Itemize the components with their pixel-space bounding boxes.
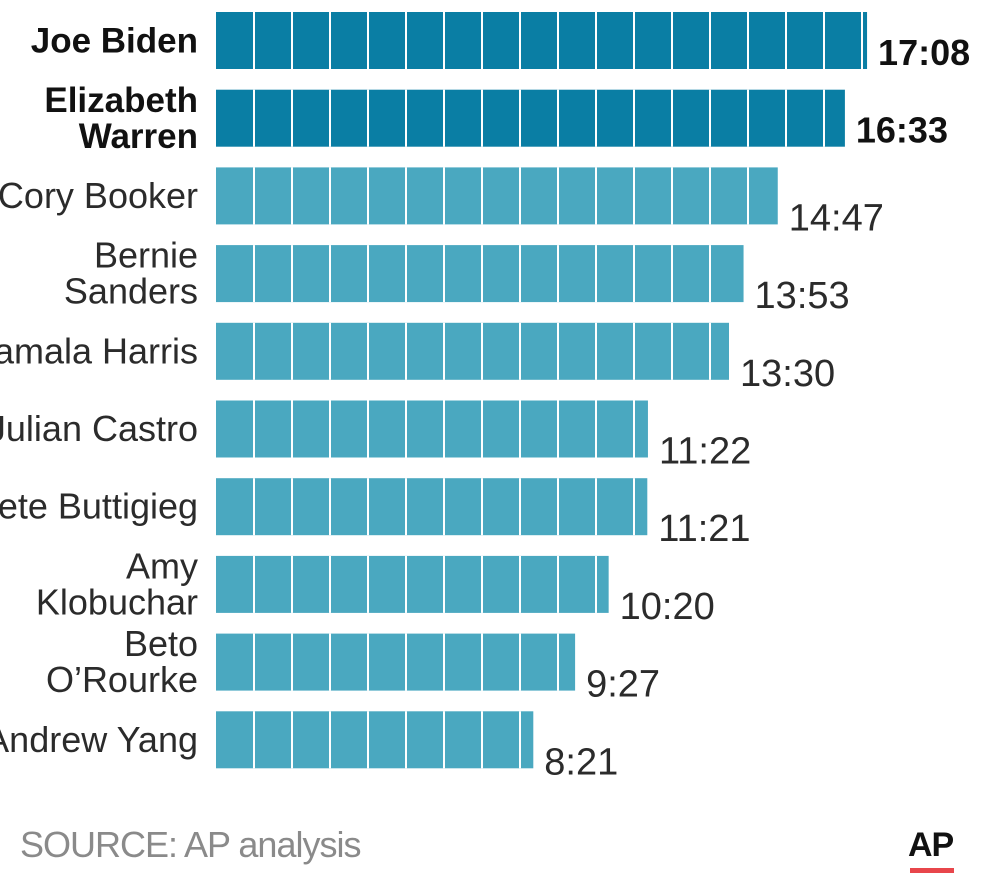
value-label: 16:33 [856, 110, 948, 151]
value-label: 9:27 [586, 664, 660, 706]
bar [216, 167, 778, 225]
category-label: Bernie Sanders [64, 235, 198, 312]
bar-row: Elizabeth Warren 16:33 [44, 81, 948, 156]
bar [216, 478, 648, 536]
value-label: 13:53 [755, 275, 850, 317]
bar-row: Pete Buttigieg 11:21 [0, 478, 751, 550]
bar [216, 400, 648, 458]
bar [216, 12, 868, 69]
bar-row: Julian Castro 11:22 [0, 400, 751, 473]
value-label: 8:21 [544, 741, 618, 783]
ap-logo-underline [910, 868, 954, 873]
category-label: Andrew Yang [0, 719, 198, 760]
category-label: Amy Klobuchar [36, 545, 198, 622]
value-label: 14:47 [789, 197, 884, 239]
category-label: Beto O’Rourke [46, 623, 198, 700]
bar [216, 555, 609, 613]
bar-row: Kamala Harris 13:30 [0, 322, 835, 395]
bar-row: Joe Biden 17:08 [31, 12, 970, 73]
category-label: Julian Castro [0, 408, 198, 449]
category-label: Kamala Harris [0, 330, 198, 371]
value-label: 11:21 [658, 508, 750, 550]
bar-row: Andrew Yang 8:21 [0, 711, 618, 783]
bar-row: Bernie Sanders 13:53 [64, 235, 850, 318]
bar-row: Beto O’Rourke 9:27 [46, 623, 660, 706]
bar-row: Amy Klobuchar 10:20 [36, 545, 715, 628]
value-label: 11:22 [659, 431, 751, 473]
value-label: 13:30 [740, 353, 835, 395]
bar [216, 322, 729, 380]
bar [216, 633, 576, 691]
bar [216, 89, 845, 147]
value-label: 17:08 [878, 32, 970, 73]
bar [216, 245, 744, 303]
value-label: 10:20 [620, 586, 715, 628]
category-label: Joe Biden [31, 22, 198, 61]
ap-logo: AP [908, 826, 954, 864]
bar [216, 711, 534, 769]
bar-row: Cory Booker 14:47 [0, 167, 884, 239]
category-label: Pete Buttigieg [0, 486, 198, 527]
bar-chart: Joe Biden 17:08 Elizabeth Warren 16:33 Cory B… [0, 12, 970, 783]
category-label: Cory Booker [0, 175, 198, 216]
source-note: SOURCE: AP analysis [20, 824, 361, 865]
category-label: Elizabeth Warren [44, 81, 198, 156]
